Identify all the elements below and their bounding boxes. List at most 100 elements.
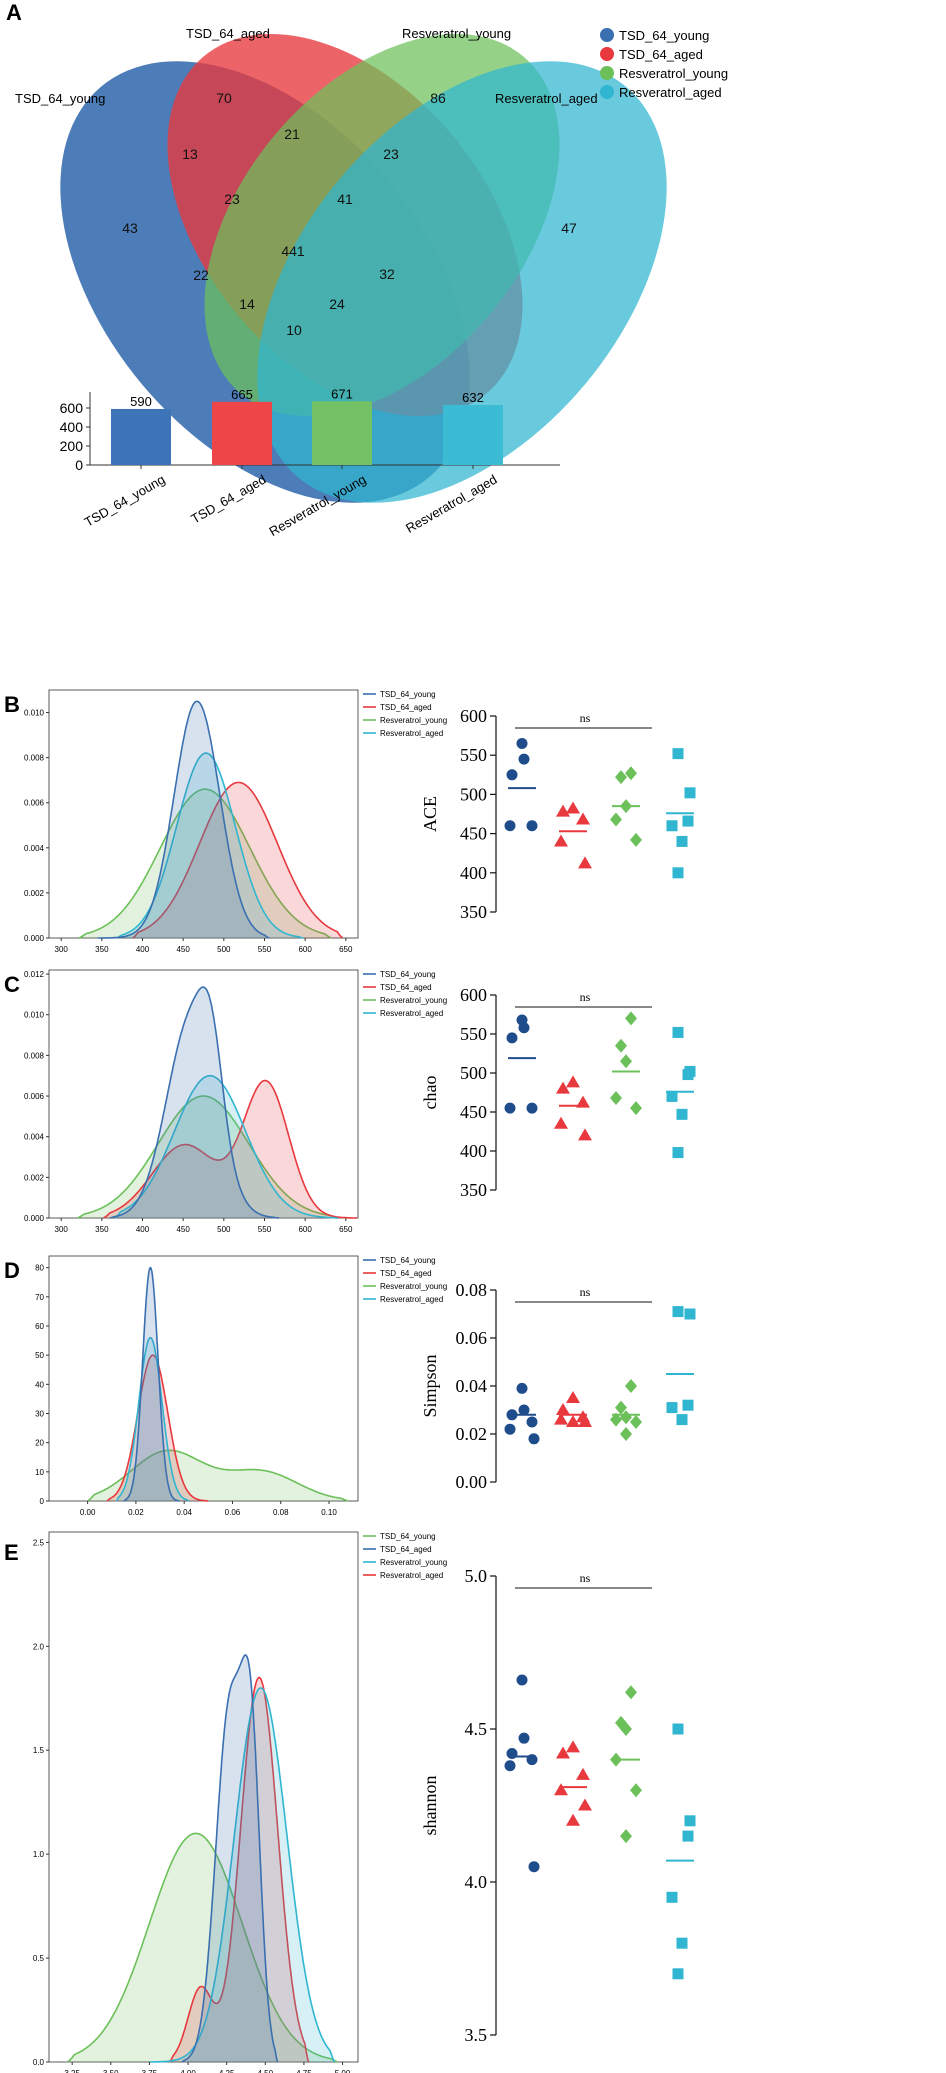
density-legend-label: TSD_64_young (380, 690, 436, 699)
venn-count: 70 (216, 90, 232, 106)
density-line-cyan (115, 1336, 190, 1502)
density-x-tick-label: 3.25 (64, 2069, 80, 2073)
scatter-point (526, 1416, 538, 1428)
scatter-point (566, 801, 580, 814)
scatter-point (682, 1399, 694, 1411)
venn-count: 41 (337, 191, 353, 207)
venn-count: 47 (561, 220, 577, 236)
density-x-tick-label: 650 (339, 945, 353, 954)
density-plot-shannon: 3.25 3.50 3.75 4.00 4.25 4.50 4.75 5.00 0.0 0.5 1.… (33, 1531, 447, 2073)
scatter-point (630, 1101, 642, 1116)
density-y-tick-label: 30 (35, 1410, 44, 1419)
scatter-point (578, 1415, 592, 1427)
density-x-tick-label: 600 (298, 1225, 312, 1234)
density-line-red (132, 781, 344, 939)
scatter-point (516, 1382, 528, 1394)
scatter-y-tick-label: 5.0 (465, 1566, 488, 1586)
density-frame (48, 969, 359, 1219)
density-y-tick-label: 2.5 (33, 1538, 45, 1547)
panel-label-d: D (4, 1258, 20, 1283)
scatter-point (556, 1081, 570, 1094)
scatter-point (526, 1102, 538, 1114)
scatter-point (620, 1722, 632, 1736)
scatter-y-tick-label: 0.04 (456, 1376, 488, 1396)
scatter-y-tick-label: 450 (460, 1102, 487, 1122)
scatter-point (682, 815, 694, 827)
significance-label: ns (580, 711, 591, 725)
scatter-y-tick-label: 400 (460, 863, 487, 883)
venn-set-label-res-young: Resveratrol_young (402, 26, 511, 41)
density-x-tick-label: 450 (176, 1225, 190, 1234)
density-area-red (103, 1080, 358, 1218)
density-legend-label: TSD_64_aged (380, 983, 432, 992)
scatter-y-tick-label: 4.5 (465, 1719, 488, 1739)
bar (312, 401, 372, 465)
scatter-point (504, 1102, 516, 1114)
scatter-y-tick-label: 400 (460, 1141, 487, 1161)
legend-dot-res-aged (600, 85, 614, 99)
scatter-point (620, 1427, 632, 1441)
venn-ellipse-res-aged (257, 61, 667, 503)
density-y-tick-label: 0.006 (24, 799, 45, 808)
density-legend-label: Resveratrol_young (380, 1558, 447, 1567)
density-y-tick-label: 0.010 (24, 1011, 45, 1020)
scatter-point (556, 1746, 570, 1759)
density-y-tick-label: 1.5 (33, 1746, 45, 1755)
scatter-y-tick-label: 0.00 (456, 1472, 488, 1492)
density-x-tick-label: 500 (217, 945, 231, 954)
density-y-tick-label: 0.008 (24, 754, 45, 763)
scatter-plot-chao: 350 400 450 500 550 600 chao ns (420, 985, 696, 1200)
density-area-red (132, 782, 343, 938)
scatter-point (506, 1032, 518, 1044)
density-y-tick-label: 0.0 (33, 2058, 45, 2067)
venn-count: 21 (284, 126, 300, 142)
scatter-point (676, 1108, 688, 1120)
density-line-cyan (114, 1074, 338, 1219)
bar-y-tick-label: 400 (60, 419, 84, 435)
panel-label-c: C (4, 972, 20, 997)
density-area-blue (110, 987, 280, 1218)
density-legend-label: Resveratrol_aged (380, 729, 443, 738)
density-x-tick-label: 3.75 (142, 2069, 158, 2073)
density-x-tick-label: 0.10 (321, 1508, 337, 1517)
density-x-tick-label: 500 (217, 1225, 231, 1234)
density-area-blue (181, 1655, 278, 2062)
density-y-tick-label: 2.0 (33, 1642, 45, 1651)
scatter-point (518, 753, 530, 765)
density-y-tick-label: 0.010 (24, 709, 45, 718)
scatter-y-tick-label: 350 (460, 902, 487, 922)
density-x-tick-label: 3.50 (103, 2069, 119, 2073)
bar-value-label: 590 (130, 394, 152, 409)
density-plot-simpson: 0.00 0.02 0.04 0.06 0.08 0.10 0 10 20 30 40 50 60 70 8… (35, 1255, 447, 1517)
panel-label-b: B (4, 692, 20, 717)
density-area-cyan (116, 1337, 189, 1501)
scatter-point (625, 1685, 637, 1700)
scatter-point (610, 812, 622, 827)
density-y-tick-label: 0.000 (24, 1214, 45, 1223)
scatter-y-tick-label: 350 (460, 1180, 487, 1200)
density-legend-label: TSD_64_young (380, 1532, 436, 1541)
density-line-green (78, 788, 332, 939)
venn-set-label-tsd-young: TSD_64_young (15, 91, 105, 106)
density-line-blue (123, 1266, 180, 1502)
scatter-point (566, 1415, 580, 1427)
scatter-y-tick-label: 4.0 (465, 1872, 488, 1892)
scatter-y-tick-label: 0.06 (456, 1328, 488, 1348)
density-x-tick-label: 0.06 (225, 1508, 241, 1517)
density-line-green (77, 1095, 338, 1219)
density-area-green (87, 1450, 349, 1501)
scatter-point (578, 856, 592, 869)
density-x-tick-label: 0.04 (176, 1508, 192, 1517)
scatter-point (516, 737, 528, 749)
density-y-tick-label: 0.002 (24, 889, 45, 898)
density-y-tick-label: 20 (35, 1439, 44, 1448)
significance-label: ns (580, 1285, 591, 1299)
venn-count: 13 (182, 146, 198, 162)
density-x-tick-label: 550 (258, 945, 272, 954)
scatter-point (672, 1968, 684, 1980)
scatter-plot-ace: 350 400 450 500 550 600 ACE ns (420, 706, 696, 922)
density-legend-label: Resveratrol_aged (380, 1009, 443, 1018)
scatter-point (625, 766, 637, 781)
scatter-point (672, 1026, 684, 1038)
scatter-point (554, 1412, 568, 1425)
